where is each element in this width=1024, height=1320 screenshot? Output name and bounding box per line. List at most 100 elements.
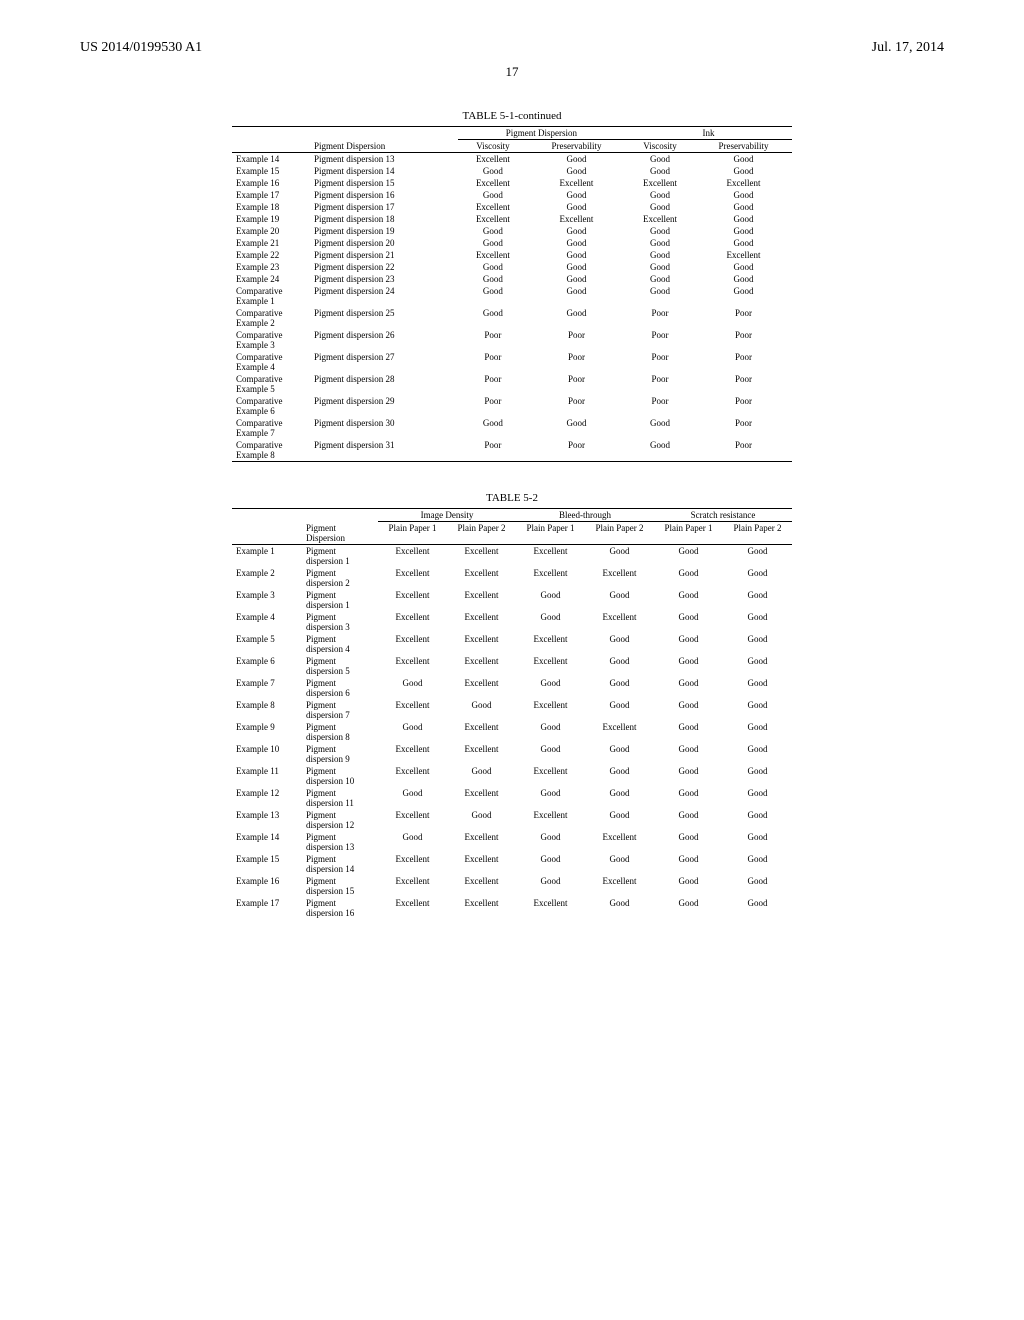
cell: Good	[654, 831, 723, 853]
col-header: Viscosity	[458, 140, 528, 153]
cell: Good	[723, 567, 792, 589]
cell: Poor	[625, 395, 695, 417]
cell: Excellent	[516, 633, 585, 655]
cell: Poor	[528, 439, 625, 462]
cell: Pigment dispersion 16	[302, 897, 378, 919]
cell: Poor	[625, 351, 695, 373]
cell: Poor	[528, 351, 625, 373]
table-row: Example 7Pigment dispersion 6GoodExcelle…	[232, 677, 792, 699]
cell: Excellent	[585, 721, 654, 743]
cell: Good	[695, 189, 792, 201]
cell: Good	[625, 237, 695, 249]
cell: Good	[654, 655, 723, 677]
col-header	[232, 140, 310, 153]
cell: Good	[458, 165, 528, 177]
row-label: Example 17	[232, 897, 302, 919]
cell: Good	[654, 589, 723, 611]
row-label: Example 4	[232, 611, 302, 633]
cell: Good	[695, 225, 792, 237]
col-header: Plain Paper 1	[516, 522, 585, 545]
cell: Excellent	[516, 897, 585, 919]
cell: Good	[516, 611, 585, 633]
cell: Pigment dispersion 1	[302, 589, 378, 611]
cell: Excellent	[447, 589, 516, 611]
cell: Good	[528, 249, 625, 261]
table-row: Example 15Pigment dispersion 14Excellent…	[232, 853, 792, 875]
cell: Excellent	[458, 153, 528, 166]
cell: Excellent	[378, 875, 447, 897]
cell: Poor	[695, 351, 792, 373]
cell: Good	[723, 875, 792, 897]
cell: Pigment dispersion 29	[310, 395, 458, 417]
row-label: Example 10	[232, 743, 302, 765]
cell: Good	[625, 201, 695, 213]
row-label: Example 16	[232, 875, 302, 897]
group-header: Image Density	[378, 509, 516, 522]
cell: Excellent	[447, 721, 516, 743]
cell: Excellent	[447, 853, 516, 875]
cell: Good	[528, 153, 625, 166]
cell: Good	[528, 273, 625, 285]
cell: Good	[654, 721, 723, 743]
table-row: Example 15Pigment dispersion 14GoodGoodG…	[232, 165, 792, 177]
table-row: Comparative Example 3Pigment dispersion …	[232, 329, 792, 351]
row-label: Example 5	[232, 633, 302, 655]
cell: Good	[458, 237, 528, 249]
table-row: Comparative Example 6Pigment dispersion …	[232, 395, 792, 417]
group-header: Bleed-through	[516, 509, 654, 522]
cell: Poor	[458, 351, 528, 373]
cell: Good	[516, 589, 585, 611]
col-header: Pigment Dispersion	[310, 140, 458, 153]
cell: Good	[723, 743, 792, 765]
cell: Good	[528, 237, 625, 249]
cell: Pigment dispersion 4	[302, 633, 378, 655]
cell: Poor	[458, 439, 528, 462]
cell: Pigment dispersion 10	[302, 765, 378, 787]
cell: Good	[378, 677, 447, 699]
cell: Poor	[458, 329, 528, 351]
row-label: Example 14	[232, 831, 302, 853]
cell: Good	[516, 853, 585, 875]
cell: Good	[528, 189, 625, 201]
cell: Good	[654, 633, 723, 655]
table-row: Example 19Pigment dispersion 18Excellent…	[232, 213, 792, 225]
cell: Excellent	[447, 897, 516, 919]
cell: Excellent	[378, 567, 447, 589]
cell: Good	[654, 611, 723, 633]
cell: Poor	[528, 373, 625, 395]
cell: Good	[723, 831, 792, 853]
row-label: Comparative Example 1	[232, 285, 310, 307]
cell: Excellent	[447, 655, 516, 677]
cell: Excellent	[447, 831, 516, 853]
cell: Good	[695, 213, 792, 225]
cell: Good	[458, 189, 528, 201]
cell: Good	[625, 165, 695, 177]
cell: Good	[654, 699, 723, 721]
cell: Pigment dispersion 31	[310, 439, 458, 462]
table-row: Example 13Pigment dispersion 12Excellent…	[232, 809, 792, 831]
table-row: Comparative Example 2Pigment dispersion …	[232, 307, 792, 329]
cell: Pigment dispersion 14	[302, 853, 378, 875]
group-header: Pigment Dispersion	[458, 127, 625, 140]
cell: Pigment dispersion 11	[302, 787, 378, 809]
row-label: Example 18	[232, 201, 310, 213]
cell: Good	[625, 273, 695, 285]
cell: Good	[585, 787, 654, 809]
cell: Excellent	[516, 544, 585, 567]
cell: Excellent	[378, 655, 447, 677]
row-label: Example 23	[232, 261, 310, 273]
cell: Excellent	[458, 213, 528, 225]
cell: Poor	[625, 307, 695, 329]
col-header: Viscosity	[625, 140, 695, 153]
col-header: Plain Paper 2	[447, 522, 516, 545]
cell: Pigment dispersion 22	[310, 261, 458, 273]
patent-number: US 2014/0199530 A1	[80, 40, 202, 56]
cell: Good	[458, 307, 528, 329]
cell: Good	[447, 765, 516, 787]
table-row: Example 5Pigment dispersion 4ExcellentEx…	[232, 633, 792, 655]
cell: Good	[516, 787, 585, 809]
row-label: Comparative Example 8	[232, 439, 310, 462]
cell: Pigment dispersion 19	[310, 225, 458, 237]
cell: Good	[723, 897, 792, 919]
cell: Pigment dispersion 27	[310, 351, 458, 373]
